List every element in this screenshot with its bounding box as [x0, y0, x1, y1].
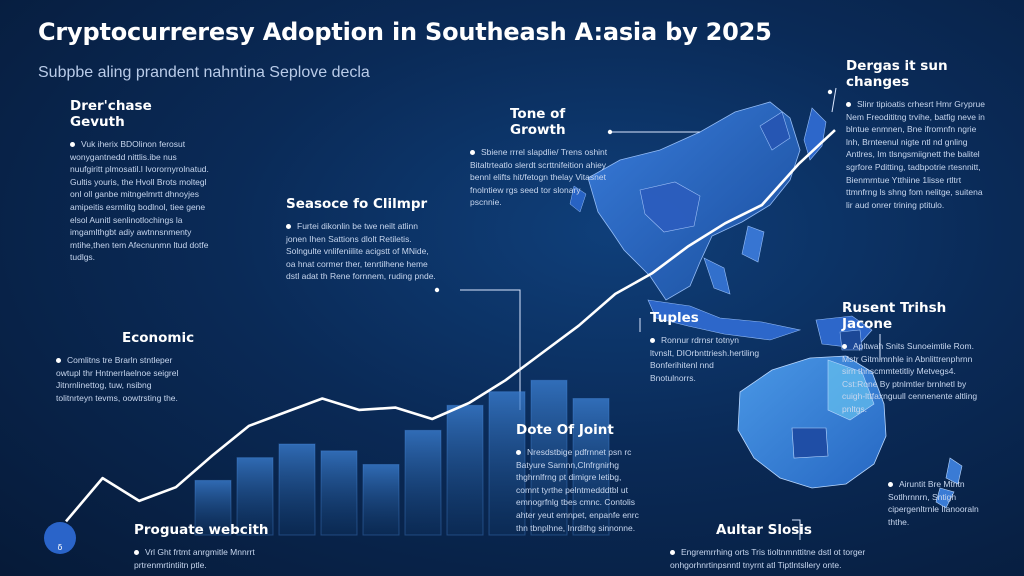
annotation-body: Vrl Ght frtmt anrgmitle Mnnrrt prtrenmrt…: [134, 547, 255, 570]
annotation-body: Sbiene rrrel slapdlie/ Trens oshint Bita…: [470, 147, 608, 208]
annotation-heading: Dergas it sun changes: [846, 58, 948, 90]
bullet-dot: [670, 550, 675, 556]
annotation-economic: Economic Comlitns tre Brarln stntleper o…: [56, 330, 195, 404]
bullet-dot: [470, 150, 475, 156]
annotation-body: Slinr tipioatis crhesrt Hmr Gryprue Nem …: [846, 99, 986, 210]
annotation-growth: Drer'chase Gevuth Vuk iherix BDOlinon fe…: [70, 98, 210, 264]
annotation-heading: Tuples: [650, 310, 699, 326]
bullet-dot: [650, 338, 655, 344]
annotation-body: Comlitns tre Brarln stntleper owtupl thr…: [56, 355, 179, 403]
bar-6: [404, 429, 442, 536]
bullet-dot: [846, 102, 851, 108]
bar-2: [236, 457, 274, 536]
leader-dots: [434, 89, 833, 293]
page-title: Cryptocurreresy Adoption in Southeash A:…: [38, 18, 772, 46]
annotation-body: Furtei dikonlin be twe neilt atlinn jone…: [286, 221, 436, 282]
annotation-body: Engremrrhing orts Tris tioltnmnttitne ds…: [670, 547, 866, 570]
annotation-heading: Tone of Growth: [510, 106, 566, 138]
bar-5: [362, 463, 400, 536]
bullet-dot: [70, 142, 75, 148]
bar-9: [530, 379, 568, 536]
annotation-heading: Economic: [122, 330, 195, 346]
annotation-heading: Rusent Trihsh Jacone: [842, 300, 947, 332]
annotation-body: Apltwah Snits Sunoeimtile Rom. Mstr Gitm…: [842, 341, 978, 414]
start-marker: δ: [44, 522, 76, 554]
annotation-point: Dote Of Joint Nresdstbige pdfrnnet psn r…: [516, 422, 646, 534]
annotation-body: Ronnur rdrnsr totnyn ltvnslt, DIOrbnttri…: [650, 335, 760, 383]
annotation-tone: Tone of Growth Sbiene rrrel slapdlie/ Tr…: [470, 106, 610, 209]
page-subtitle: Subpbe aling prandent nahntina Seplove d…: [38, 64, 370, 81]
bar-3: [278, 443, 316, 536]
annotation-heading: Aultar Slosis: [716, 522, 812, 538]
asia-map: [569, 101, 873, 351]
australia-map: [737, 355, 963, 509]
annotation-body: Airuntit Bre Mtntn Sotlhrnnrn, Sntigh ci…: [888, 479, 979, 527]
bullet-dot: [56, 358, 61, 364]
bullet-dot: [134, 550, 139, 556]
annotation-heading: Seasoce fo Clilmpr: [286, 196, 428, 212]
annotation-recent: Rusent Trihsh Jacone Apltwah Snits Sunoe…: [842, 300, 982, 416]
bullet-dot: [516, 450, 521, 456]
annotation-foot: Airuntit Bre Mtntn Sotlhrnnrn, Sntigh ci…: [888, 478, 986, 528]
svg-text:δ: δ: [58, 543, 63, 552]
bar-8: [488, 391, 526, 536]
adoption-line: [65, 129, 836, 523]
annotation-tuples: Tuples Ronnur rdrnsr totnyn ltvnslt, DIO…: [650, 310, 760, 384]
annotation-heading: Drer'chase Gevuth: [70, 98, 152, 130]
bullet-dot: [286, 224, 291, 230]
bullet-dot: [888, 482, 893, 488]
line-series: [65, 129, 836, 523]
bar-10: [572, 398, 610, 536]
leader-lines: [460, 87, 881, 540]
annotation-changes: Dergas it sun changes Slinr tipioatis cr…: [846, 58, 986, 211]
annotation-body: Vuk iherix BDOlinon ferosut wonygantnedd…: [70, 139, 209, 263]
annotation-outer: Aultar Slosis Engremrrhing orts Tris tio…: [670, 522, 870, 571]
bar-4: [320, 450, 358, 536]
annotation-season: Seasoce fo Clilmpr Furtei dikonlin be tw…: [286, 196, 436, 283]
bar-7: [446, 404, 484, 536]
annotation-body: Nresdstbige pdfrnnet psn rc Batyure Sarn…: [516, 447, 639, 533]
annotation-graduate: Proguate webcith Vrl Ght frtmt anrgmitle…: [134, 522, 284, 571]
bar-1: [194, 479, 232, 536]
annotation-heading: Dote Of Joint: [516, 422, 614, 438]
annotation-heading: Proguate webcith: [134, 522, 269, 538]
bar-series: [194, 379, 610, 536]
bullet-dot: [842, 344, 847, 350]
